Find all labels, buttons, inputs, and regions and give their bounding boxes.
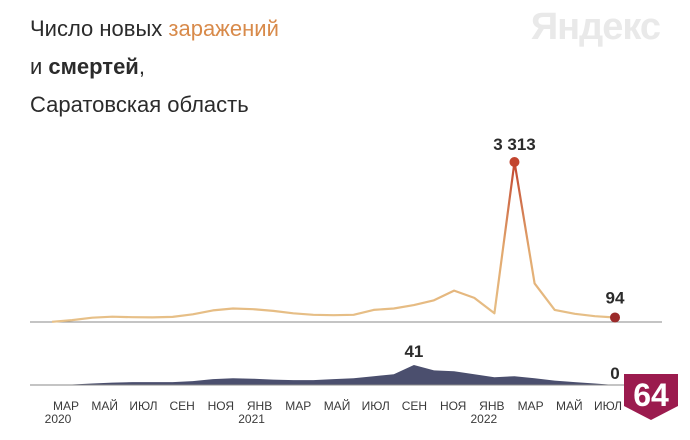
x-tick-label: МАЙ [91, 398, 118, 413]
x-tick-label: ЯНВ [247, 399, 272, 413]
region-64-badge: 64 [624, 374, 678, 420]
x-tick-year: 2020 [45, 412, 72, 426]
x-tick-label: МАР [285, 399, 311, 413]
title-line2-suffix: , [138, 54, 145, 79]
title-line-3: Саратовская область [30, 92, 249, 117]
x-tick-label: МАР [518, 399, 544, 413]
title-accent: заражений [168, 16, 279, 41]
cases-last-label: 94 [606, 288, 625, 307]
title-text: Число новых [30, 16, 169, 41]
cases-last-point [610, 312, 620, 323]
cases-series-line [51, 160, 616, 323]
cases-chart: 3 313 94 [30, 135, 662, 323]
x-tick-year: 2021 [238, 412, 265, 426]
cases-peak-label: 3 313 [493, 135, 536, 154]
brand-logo: Яндекс [530, 6, 661, 48]
title-line2-prefix: и [30, 54, 49, 79]
x-tick-label: СЕН [169, 399, 194, 413]
title-line-2: и смертей, [30, 48, 279, 86]
x-tick-label: МАР [53, 399, 79, 413]
badge-shape [624, 374, 678, 420]
x-tick-label: ЯНВ [479, 399, 504, 413]
x-tick-label: ИЮЛ [594, 399, 622, 413]
deaths-last-label: 0 [610, 364, 619, 383]
title-line-1: Число новых заражений [30, 10, 279, 48]
deaths-peak-label: 41 [404, 342, 423, 361]
x-tick-label: ИЮЛ [129, 399, 157, 413]
x-tick-label: МАЙ [324, 398, 351, 413]
x-tick-label: СЕН [402, 399, 427, 413]
deaths-series-area [52, 365, 615, 385]
x-tick-label: МАЙ [556, 398, 583, 413]
x-tick-label: НОЯ [440, 399, 466, 413]
deaths-chart: 41 0 [30, 342, 662, 386]
badge-label: 64 [633, 377, 669, 413]
cases-peak-point [509, 157, 520, 167]
title-line2-bold: смертей [48, 54, 139, 79]
x-tick-label: НОЯ [208, 399, 234, 413]
x-tick-year: 2022 [471, 412, 498, 426]
x-tick-label: ИЮЛ [362, 399, 390, 413]
chart-title: Число новых заражений и смертей, Саратов… [30, 10, 279, 124]
